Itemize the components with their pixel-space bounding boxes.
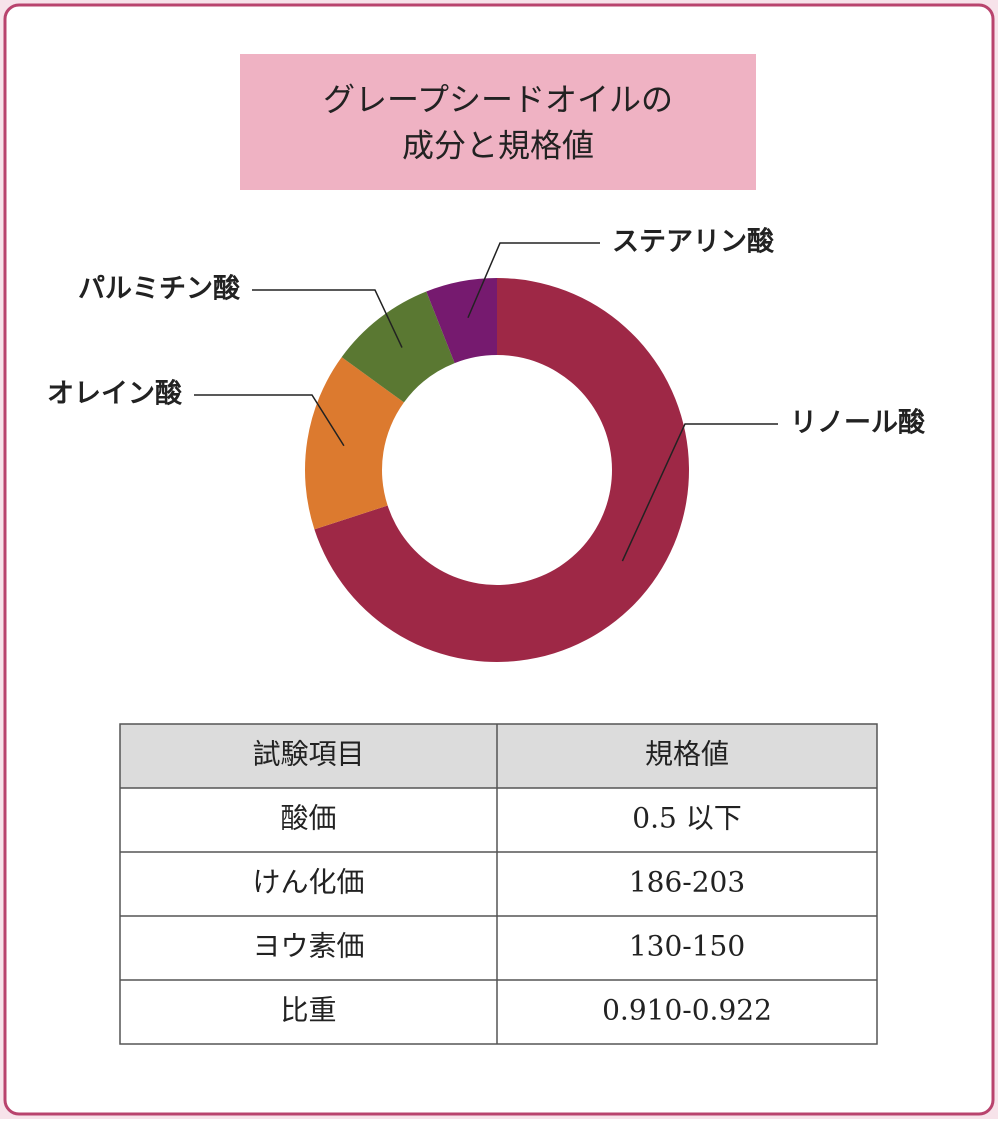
leader-line <box>621 423 778 562</box>
chart-title: グレープシードオイルの <box>323 81 673 119</box>
table-cell: 0.910-0.922 <box>602 994 772 1027</box>
chart-title: 成分と規格値 <box>402 127 594 165</box>
table-cell: 比重 <box>280 994 336 1027</box>
slice-label: オレイン酸 <box>47 379 183 410</box>
donut-slice <box>341 291 455 403</box>
slice-label: ステアリン酸 <box>612 227 775 258</box>
table-cell: 酸価 <box>280 802 336 835</box>
title-box <box>240 54 756 190</box>
leader-line <box>194 394 345 447</box>
table-cell: 130-150 <box>629 930 745 963</box>
donut-slice <box>305 357 404 530</box>
table-header: 試験項目 <box>252 738 364 771</box>
table-cell: 186-203 <box>629 866 745 899</box>
slice-label: パルミチン酸 <box>78 274 241 305</box>
table-header-bg <box>120 724 877 788</box>
leader-line <box>252 289 403 348</box>
table-header: 規格値 <box>645 738 729 771</box>
leader-line <box>467 242 600 319</box>
table-cell: けん化価 <box>252 866 364 899</box>
table-cell: 0.5 以下 <box>632 802 741 835</box>
donut-slice <box>314 278 689 662</box>
table-cell: ヨウ素価 <box>252 930 364 963</box>
donut-slice <box>426 278 497 364</box>
slice-label: リノール酸 <box>790 408 926 439</box>
donut-chart: リノール酸 オレイン酸 パルミチン酸 ステアリン酸 <box>47 227 926 662</box>
frame <box>3 3 995 1116</box>
table-border <box>119 723 878 1045</box>
